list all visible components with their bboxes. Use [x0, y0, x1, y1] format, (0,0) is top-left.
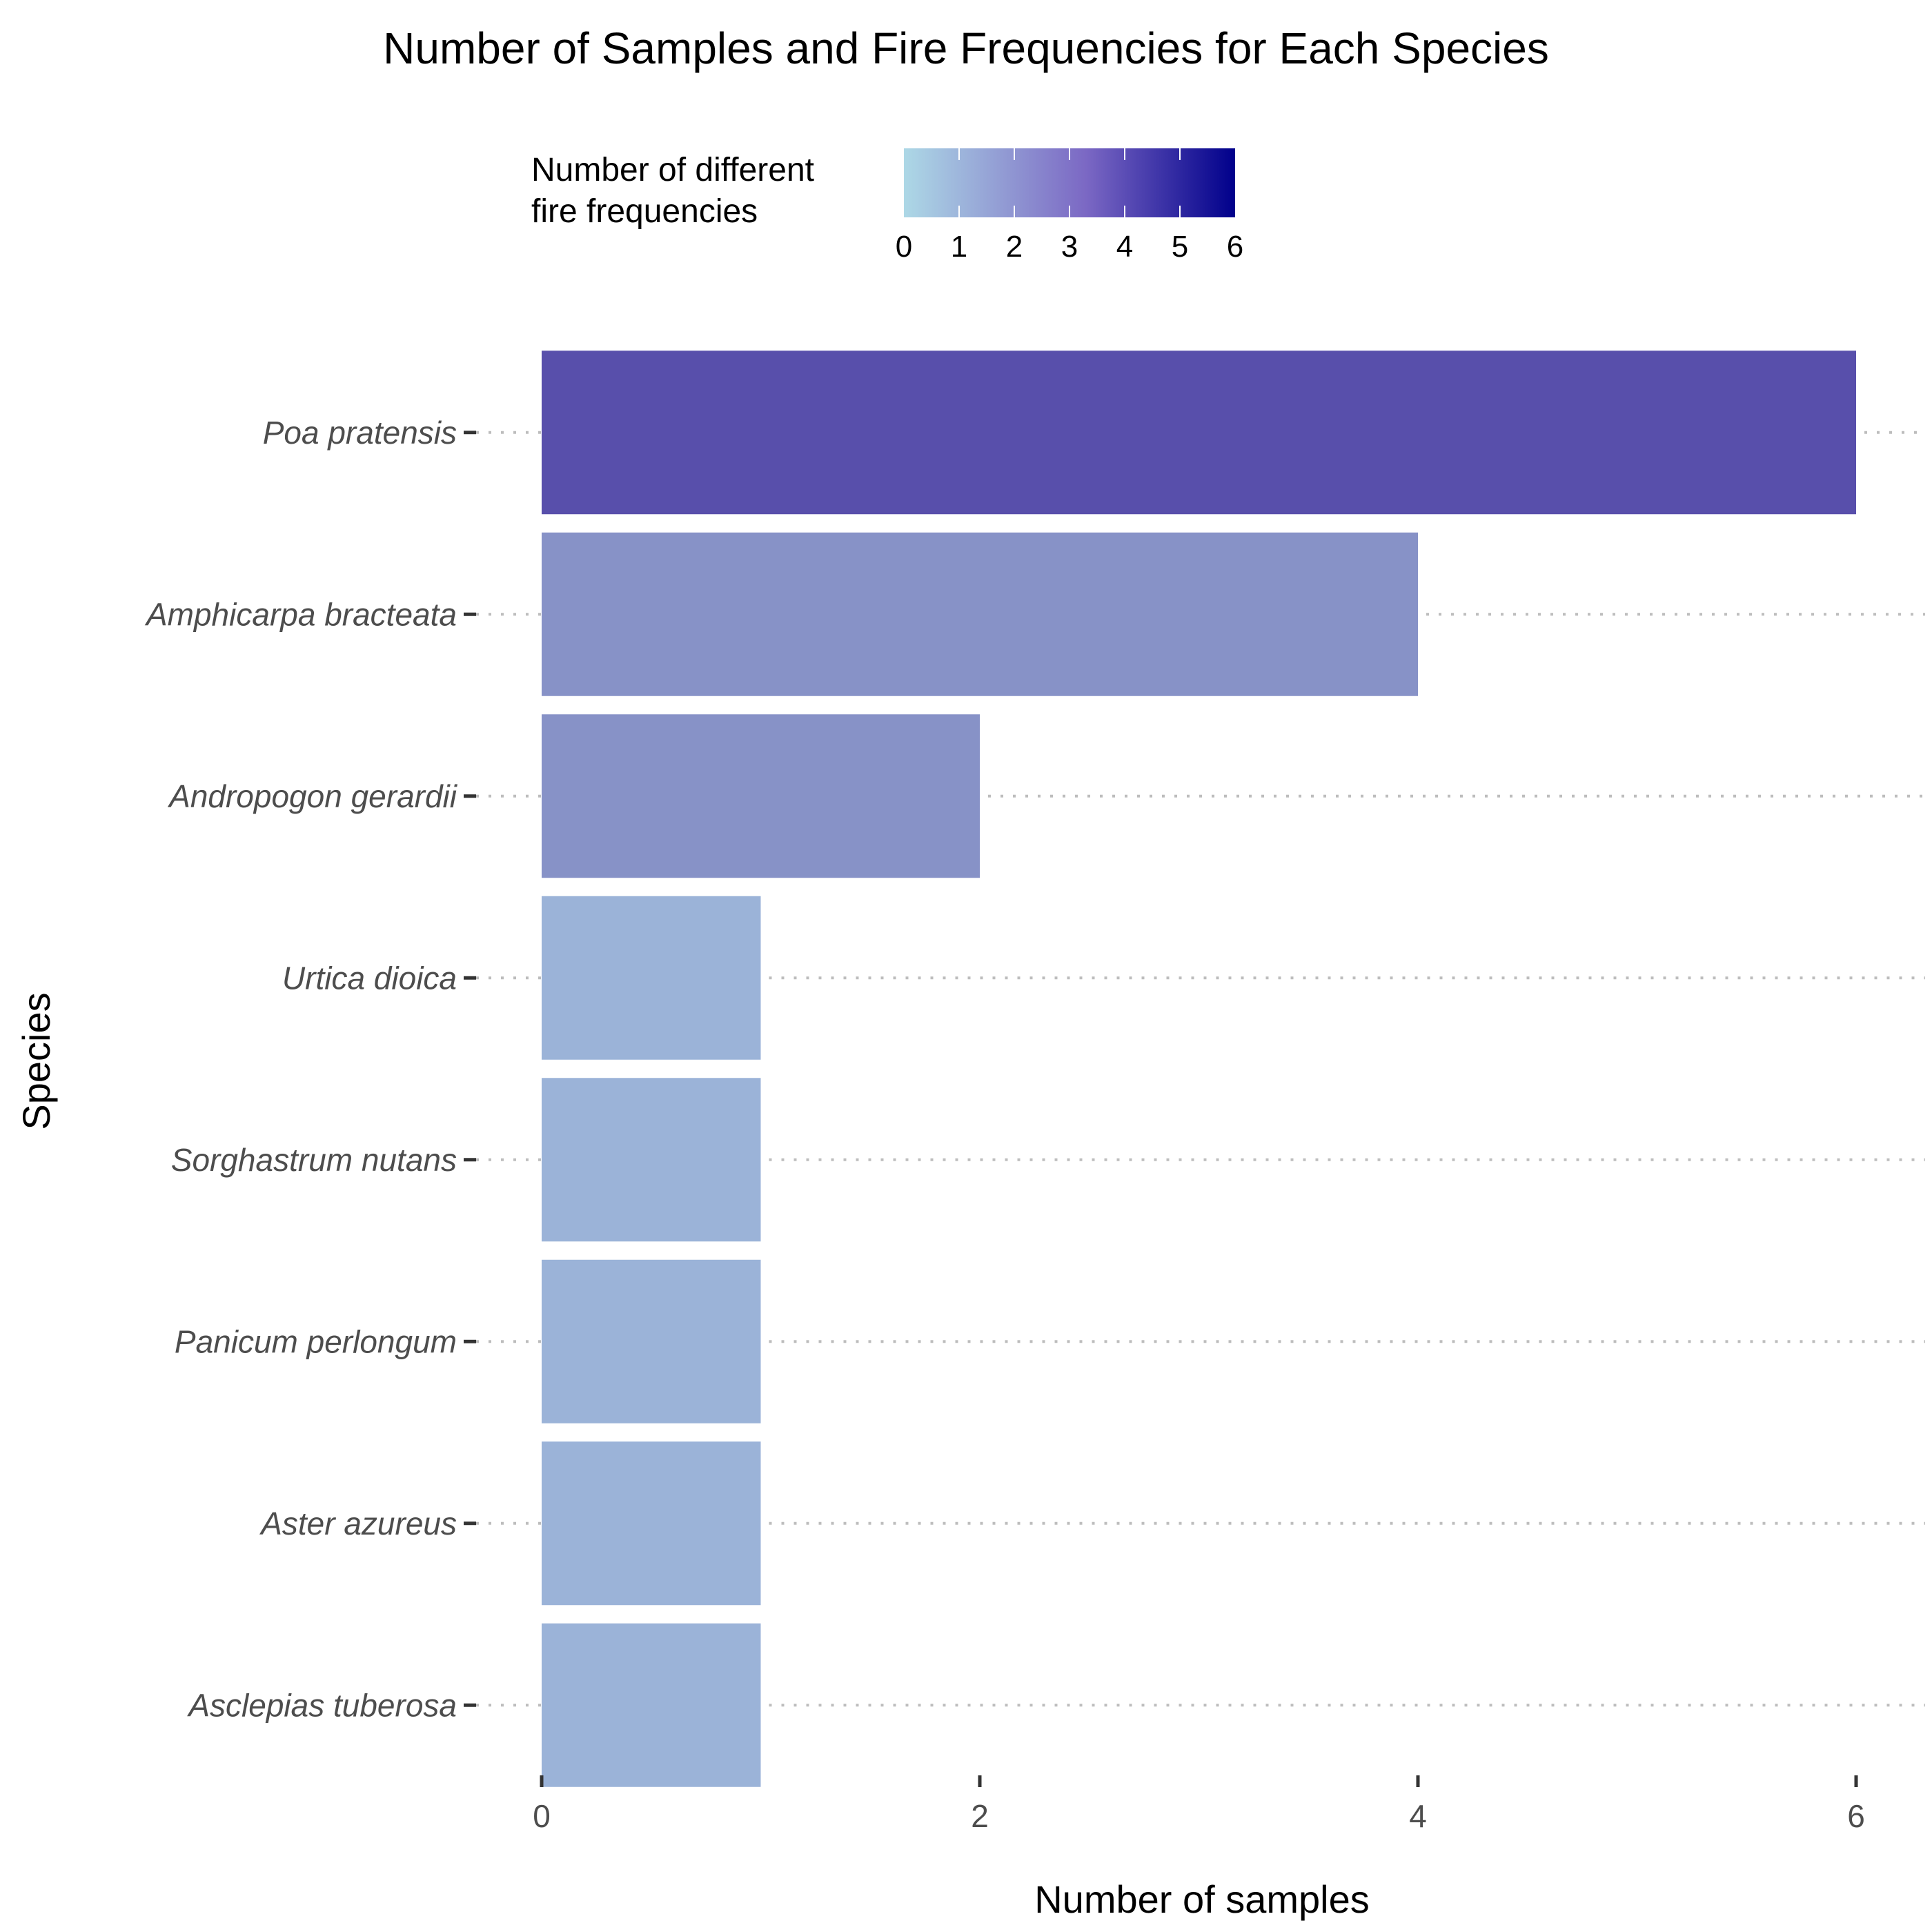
x-tick-label: 0: [533, 1798, 551, 1834]
bar: [542, 714, 980, 878]
x-axis-title: Number of samples: [1034, 1877, 1370, 1921]
bar: [542, 1078, 761, 1242]
legend-title-line-2: fire frequencies: [531, 193, 758, 230]
bar: [542, 1259, 761, 1423]
legend-tick-label: 2: [1006, 230, 1023, 264]
x-tick-label: 2: [971, 1798, 989, 1834]
bar: [542, 351, 1856, 515]
bar: [542, 896, 761, 1060]
x-tick-label: 4: [1409, 1798, 1427, 1834]
y-tick-label: Amphicarpa bracteata: [144, 596, 457, 632]
y-tick-label: Poa pratensis: [263, 415, 457, 451]
y-axis-title: Species: [14, 992, 58, 1130]
bar: [542, 1623, 761, 1787]
y-tick-label: Panicum perlongum: [175, 1323, 457, 1359]
y-tick-label: Sorghastrum nutans: [171, 1142, 457, 1178]
x-tick-label: 6: [1847, 1798, 1865, 1834]
y-tick-label: Aster azureus: [259, 1506, 457, 1541]
bar: [542, 1441, 761, 1606]
color-legend: Number of different fire frequencies 0 1 2…: [531, 148, 1243, 264]
y-tick-label: Andropogon gerardii: [167, 778, 458, 814]
legend-title-line-1: Number of different: [531, 152, 814, 188]
y-tick-label: Urtica dioica: [282, 960, 457, 996]
legend-tick-label: 4: [1116, 230, 1133, 264]
legend-tick-label: 1: [951, 230, 967, 264]
y-tick-label: Asclepias tuberosa: [186, 1687, 457, 1723]
legend-tick-label: 3: [1061, 230, 1078, 264]
legend-tick-label: 6: [1227, 230, 1243, 264]
legend-tick-label: 0: [896, 230, 912, 264]
chart-title: Number of Samples and Fire Frequencies f…: [383, 23, 1549, 73]
legend-tick-label: 5: [1172, 230, 1188, 264]
bar: [542, 532, 1418, 696]
